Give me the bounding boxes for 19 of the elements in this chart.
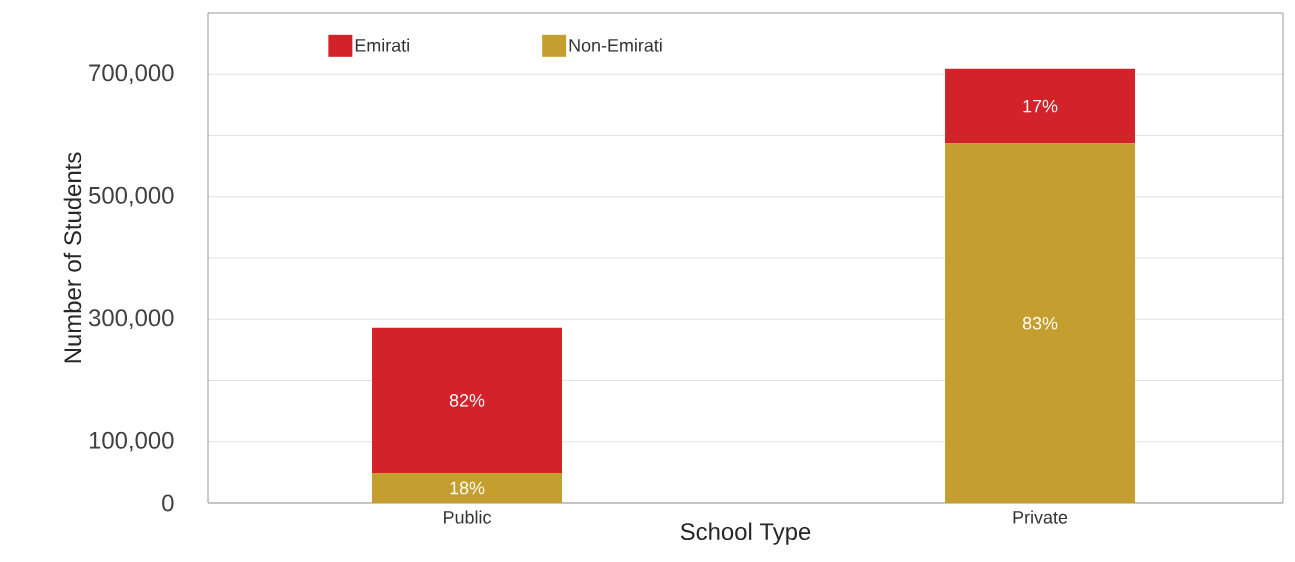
x-axis-title: School Type (680, 522, 811, 545)
bar (372, 327, 563, 473)
x-tick-label: Private (1013, 510, 1068, 524)
legend-label: Non-Emirati (569, 38, 662, 52)
bar (372, 472, 563, 503)
y-tick-label: 300,000 (88, 309, 174, 330)
annotation: 17% (1023, 99, 1058, 113)
annotation: 83% (1022, 316, 1058, 330)
bar (945, 143, 1136, 503)
annotation: 82% (449, 394, 485, 407)
y-tick-label: 500,000 (89, 186, 174, 207)
bar (945, 68, 1136, 144)
y-tick-label: 700,000 (89, 64, 174, 85)
y-tick-label: 0 (162, 494, 174, 512)
y-tick-label: 100,000 (89, 431, 174, 452)
y-axis-title: Number of Students (63, 152, 82, 363)
legend-label: Emirati (355, 38, 409, 52)
x-tick-label: Public (444, 510, 491, 524)
annotation: 18% (450, 481, 485, 495)
